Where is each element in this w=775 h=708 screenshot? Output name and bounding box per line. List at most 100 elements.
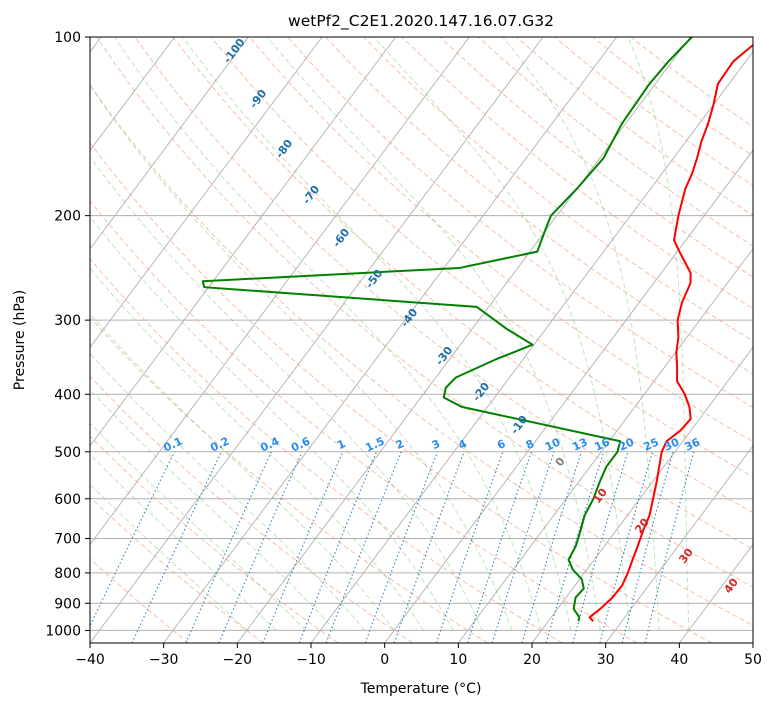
isotherm bbox=[384, 149, 753, 643]
dry-adiabat bbox=[90, 199, 638, 643]
dry-adiabat bbox=[134, 37, 753, 550]
moist-adiabat bbox=[373, 37, 631, 631]
mixing-ratio-line bbox=[262, 451, 344, 643]
mixing-ratio-line bbox=[521, 451, 583, 643]
dry-adiabat bbox=[210, 37, 753, 478]
y-axis: 100 200 300 400 500 600 700 800 900 1000 bbox=[45, 30, 90, 639]
dry-adiabat bbox=[516, 37, 753, 217]
moist-adiabat bbox=[90, 453, 277, 631]
dry-adiabat-label: -60 bbox=[330, 226, 353, 250]
isotherm bbox=[457, 248, 753, 643]
mixing-ratio-line bbox=[545, 451, 605, 643]
dry-adiabat bbox=[439, 37, 753, 278]
plot-area: -100-90-80-70-60-50-40-30-20-10010203040… bbox=[90, 37, 753, 643]
y-tick-label: 200 bbox=[54, 209, 81, 225]
moist-adiabat bbox=[90, 483, 248, 631]
y-tick-label: 100 bbox=[54, 30, 81, 46]
moist-adiabat bbox=[90, 422, 307, 631]
mixing-ratio-line bbox=[491, 451, 555, 643]
moist-adiabat bbox=[90, 352, 365, 631]
dry-adiabat bbox=[477, 37, 753, 247]
isotherm bbox=[90, 37, 470, 546]
y-tick-label: 800 bbox=[54, 566, 81, 582]
x-tick-label: 50 bbox=[744, 652, 762, 668]
y-tick-label: 400 bbox=[54, 387, 81, 403]
y-tick-label: 700 bbox=[54, 532, 81, 548]
moist-adiabat bbox=[90, 156, 483, 631]
mixing-ratio-line bbox=[131, 451, 222, 643]
dry-adiabat bbox=[90, 84, 753, 627]
mixing-ratio-label: 20 bbox=[617, 435, 637, 453]
mixing-ratio-label: 13 bbox=[570, 436, 589, 454]
isotherm bbox=[605, 445, 753, 643]
dry-adiabat bbox=[363, 37, 753, 342]
isotherm bbox=[90, 37, 397, 447]
moist-adiabat bbox=[90, 389, 336, 631]
mixing-ratio-label: 36 bbox=[683, 435, 703, 453]
y-tick-label: 300 bbox=[54, 313, 81, 329]
mixing-ratio-line bbox=[621, 451, 674, 643]
moist-adiabat bbox=[182, 37, 572, 631]
mixing-ratio-label: 3 bbox=[430, 437, 442, 452]
moist-adiabat bbox=[266, 37, 601, 631]
mixing-ratio-line bbox=[298, 451, 378, 643]
moist-adiabat bbox=[114, 37, 542, 631]
y-tick-label: 1000 bbox=[45, 623, 81, 639]
dry-adiabat bbox=[401, 37, 753, 310]
dry-adiabat bbox=[90, 375, 414, 643]
mixing-ratio-line bbox=[599, 451, 654, 643]
dry-adiabat bbox=[90, 257, 563, 643]
mixing-ratio-line bbox=[393, 451, 465, 643]
isotherm bbox=[531, 346, 753, 643]
dry-adiabat-label: -10 bbox=[508, 413, 531, 437]
mixing-ratio-line bbox=[466, 451, 533, 643]
x-tick-label: 30 bbox=[597, 652, 615, 668]
dry-adiabat bbox=[325, 37, 753, 375]
x-tick-label: −10 bbox=[296, 652, 326, 668]
dry-adiabat bbox=[90, 141, 712, 643]
dry-adiabat bbox=[172, 37, 753, 514]
isotherm bbox=[90, 37, 176, 152]
x-tick-label: 0 bbox=[380, 652, 389, 668]
temperature-profile bbox=[588, 43, 753, 622]
mixing-ratio-label: 10 bbox=[543, 435, 563, 453]
dry-adiabat-label: -20 bbox=[470, 380, 493, 404]
moist-adiabat bbox=[90, 84, 513, 631]
dewpoint-profile bbox=[201, 37, 693, 622]
x-tick-label: −20 bbox=[223, 652, 253, 668]
x-tick-label: 20 bbox=[523, 652, 541, 668]
moist-adiabat bbox=[90, 267, 424, 631]
moist-adiabat bbox=[90, 312, 395, 631]
mixing-ratio-label: 25 bbox=[641, 436, 660, 454]
dry-adiabat bbox=[554, 37, 753, 187]
y-tick-label: 900 bbox=[54, 596, 81, 612]
dry-adiabat bbox=[90, 558, 190, 643]
dry-adiabat bbox=[90, 435, 339, 643]
dry-adiabat-label: 20 bbox=[632, 516, 652, 536]
isotherm bbox=[90, 37, 249, 250]
moist-adiabat bbox=[627, 37, 690, 631]
mixing-ratio-label: 2 bbox=[394, 437, 406, 452]
x-axis-label: Temperature (°C) bbox=[360, 681, 482, 697]
mixing-ratio-line bbox=[364, 451, 439, 643]
dry-adiabat bbox=[248, 37, 753, 443]
x-tick-label: −40 bbox=[75, 652, 105, 668]
x-axis: −40 −30 −20 −10 0 10 20 30 40 50 bbox=[75, 643, 762, 668]
chart-title: wetPf2_C2E1.2020.147.16.07.G32 bbox=[288, 12, 554, 31]
moist-adiabat bbox=[502, 37, 660, 631]
dry-adiabat-label: -90 bbox=[247, 87, 270, 111]
isotherm bbox=[163, 37, 618, 643]
mixing-ratio-line bbox=[218, 451, 303, 643]
moist-adiabat bbox=[90, 216, 454, 631]
isotherm bbox=[752, 642, 753, 643]
isotherm bbox=[90, 37, 323, 349]
mixing-ratio-label: 6 bbox=[495, 437, 508, 452]
dry-adiabat-label: -30 bbox=[433, 344, 456, 368]
x-tick-label: 10 bbox=[449, 652, 467, 668]
isotherm bbox=[90, 37, 544, 643]
mixing-ratio-label: 16 bbox=[593, 435, 613, 453]
dry-adiabat-label: -70 bbox=[300, 183, 323, 207]
x-tick-label: 40 bbox=[670, 652, 688, 668]
x-tick-label: −30 bbox=[149, 652, 179, 668]
